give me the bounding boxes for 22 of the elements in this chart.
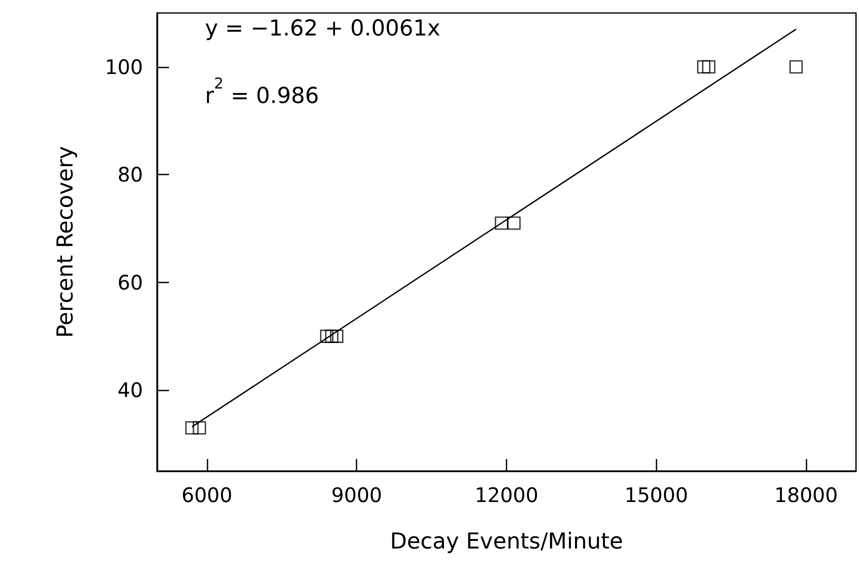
x-tick-label: 6000: [181, 483, 232, 507]
y-tick-label: 40: [118, 378, 143, 402]
x-tick-label: 9000: [331, 483, 382, 507]
point: [507, 216, 521, 230]
x-axis-title: Decay Events/Minute: [390, 530, 624, 554]
annotation: y = −1.62 + 0.0061x: [205, 16, 440, 42]
point: [697, 60, 710, 74]
x-tick-label: 12000: [474, 483, 538, 507]
point: [325, 330, 338, 343]
y-axis-title: Percent Recovery: [54, 146, 78, 338]
x-tick-label: 18000: [774, 483, 838, 507]
point: [192, 421, 206, 435]
point: [185, 421, 199, 435]
y-tick-label: 60: [118, 270, 143, 294]
y-tick-label: 80: [118, 162, 143, 187]
y-tick-label: 100: [104, 54, 143, 79]
point: [789, 60, 803, 74]
point: [702, 60, 716, 74]
point: [320, 330, 334, 343]
x-tick-label: 15000: [624, 483, 688, 507]
point: [494, 216, 508, 230]
point: [330, 330, 344, 343]
